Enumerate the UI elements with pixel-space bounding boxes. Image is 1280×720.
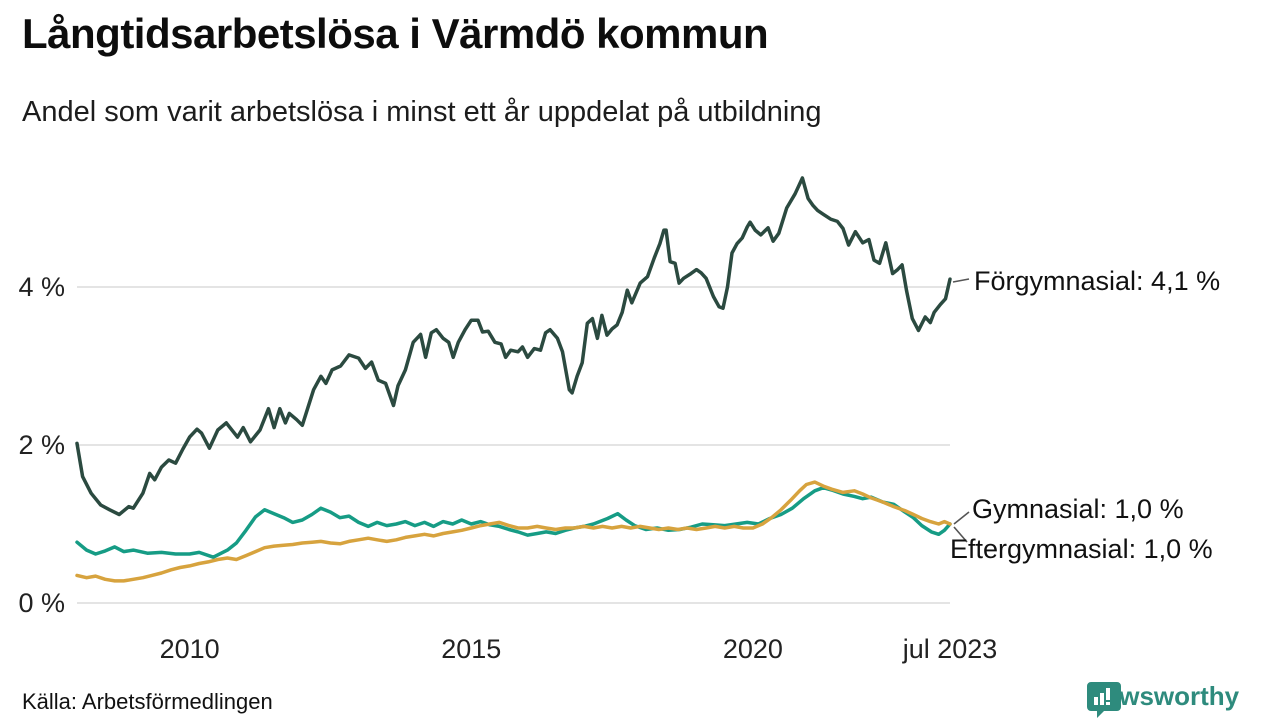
- page-subtitle: Andel som varit arbetslösa i minst ett å…: [22, 96, 822, 128]
- series-line-gymnasial: [75, 485, 952, 559]
- page-title: Långtidsarbetslösa i Värmdö kommun: [22, 10, 769, 57]
- bar-chart-speech-bubble-icon: [1087, 682, 1121, 718]
- y-axis-tick-label: 0 %: [18, 588, 65, 618]
- series-end-label-gymnasial: Gymnasial: 1,0 %: [972, 494, 1184, 524]
- source-note: Källa: Arbetsförmedlingen: [22, 689, 273, 714]
- x-axis-tick-label: jul 2023: [902, 634, 998, 664]
- series-lines: [75, 176, 952, 583]
- gymnasial-connector-line: [953, 511, 970, 525]
- series-line-eftergymnasial: [75, 480, 952, 583]
- axis-labels: 0 % 2 % 4 % 2010 2015 2020 jul 2023: [18, 272, 997, 664]
- x-axis-tick-label: 2010: [160, 634, 220, 664]
- series-end-label-eftergymnasial: Eftergymnasial: 1,0 %: [950, 534, 1213, 564]
- series-end-label-forgymnasial: Förgymnasial: 4,1 %: [974, 266, 1221, 296]
- gridlines: [77, 286, 950, 604]
- eftergymnasial-connector-line: [953, 526, 968, 543]
- series-line-förgymnasial: [75, 176, 952, 517]
- label-connectors: [952, 278, 970, 543]
- y-axis-tick-label: 2 %: [18, 430, 65, 460]
- newsworthy-logo[interactable]: Newsworthy: [1086, 681, 1239, 718]
- x-axis-tick-label: 2020: [723, 634, 783, 664]
- forgymnasial-connector-line: [952, 278, 970, 283]
- x-axis-tick-label: 2015: [441, 634, 501, 664]
- y-axis-tick-label: 4 %: [18, 272, 65, 302]
